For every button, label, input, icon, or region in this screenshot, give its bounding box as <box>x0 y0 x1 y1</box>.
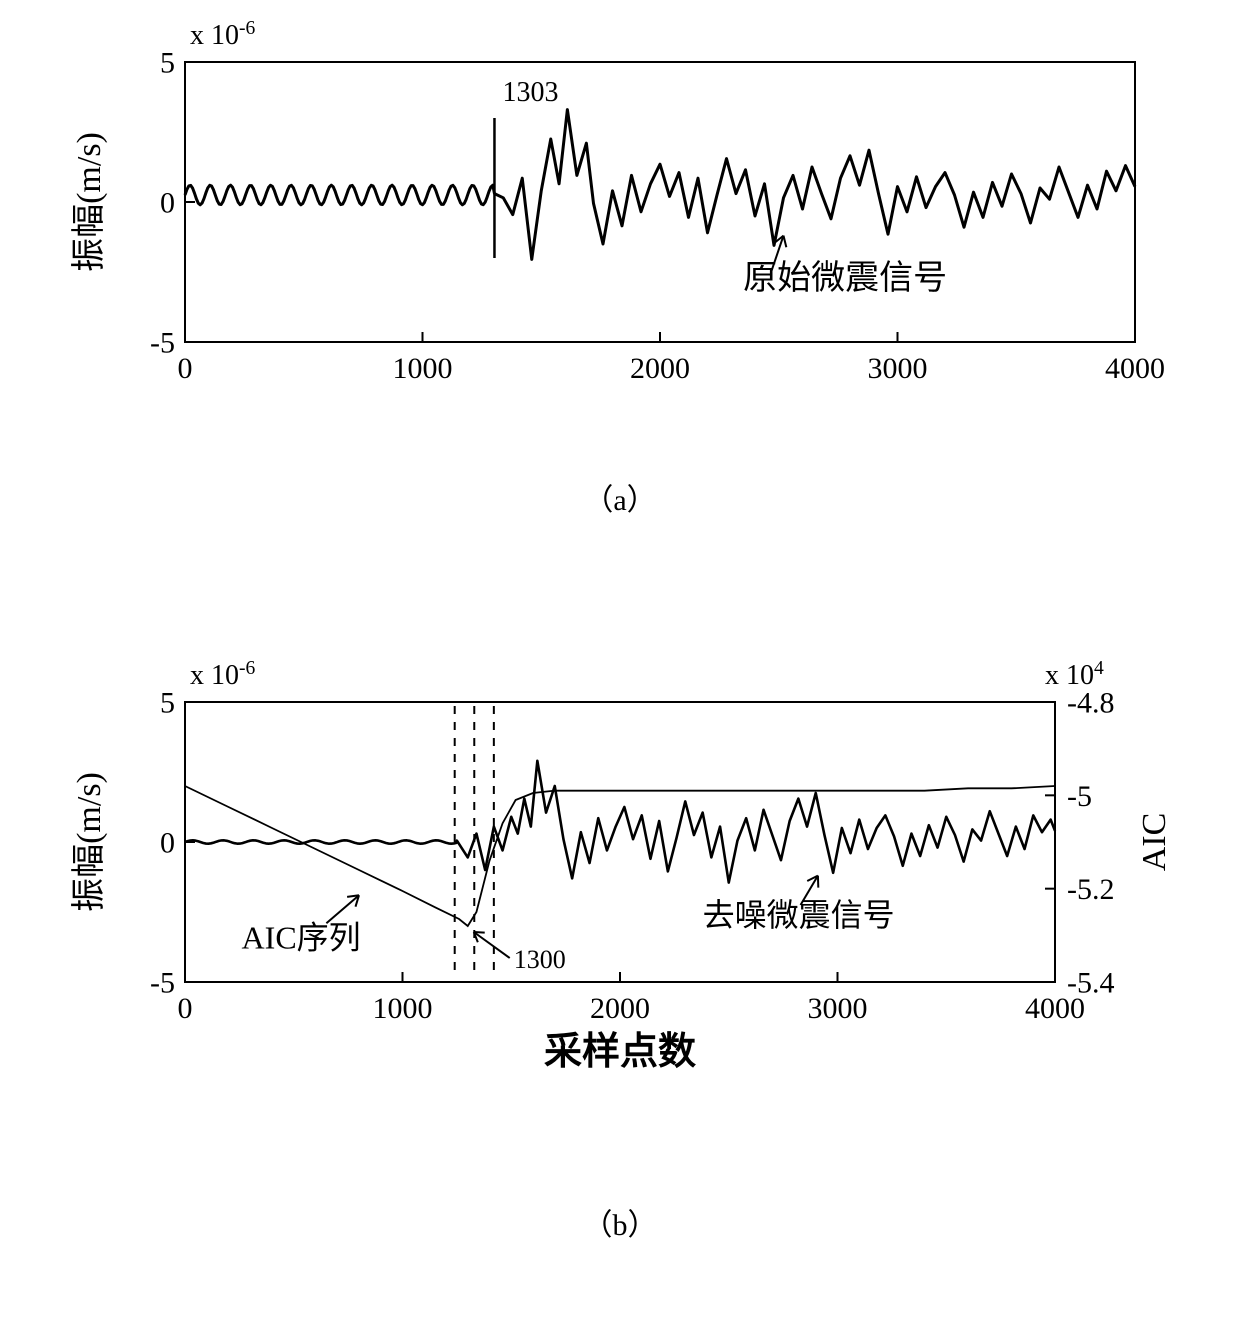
svg-text:2000: 2000 <box>630 352 690 385</box>
svg-text:x 10-6: x 10-6 <box>190 658 256 692</box>
svg-text:振幅(m/s): 振幅(m/s) <box>70 772 108 912</box>
svg-text:去噪微震信号: 去噪微震信号 <box>703 897 895 933</box>
svg-text:-5: -5 <box>1067 780 1092 813</box>
svg-text:4000: 4000 <box>1105 352 1165 385</box>
svg-text:1300: 1300 <box>514 945 566 974</box>
svg-text:1000: 1000 <box>373 992 433 1025</box>
svg-text:1303: 1303 <box>502 77 558 108</box>
svg-text:5: 5 <box>160 47 175 80</box>
svg-text:0: 0 <box>178 992 193 1025</box>
svg-text:1000: 1000 <box>393 352 453 385</box>
svg-text:-5: -5 <box>150 327 175 360</box>
svg-text:振幅(m/s): 振幅(m/s) <box>70 132 108 272</box>
svg-text:-5: -5 <box>150 967 175 1000</box>
svg-text:0: 0 <box>178 352 193 385</box>
chart-panel-a: x 10-601000200030004000-505振幅(m/s)1303原始… <box>0 0 1240 400</box>
svg-text:x 10-6: x 10-6 <box>190 18 256 52</box>
svg-text:5: 5 <box>160 687 175 720</box>
caption-a: （a） <box>0 475 1240 519</box>
svg-text:-4.8: -4.8 <box>1067 687 1115 720</box>
svg-text:采样点数: 采样点数 <box>544 1031 696 1073</box>
svg-text:原始微震信号: 原始微震信号 <box>743 259 947 297</box>
svg-text:3000: 3000 <box>868 352 928 385</box>
svg-text:AIC序列: AIC序列 <box>242 919 361 955</box>
svg-text:AIC: AIC <box>1136 813 1173 872</box>
svg-text:0: 0 <box>160 187 175 220</box>
chart-panel-b: x 10-6x 10401000200030004000-505-5.4-5.2… <box>0 640 1240 1100</box>
svg-text:2000: 2000 <box>590 992 650 1025</box>
page: x 10-601000200030004000-505振幅(m/s)1303原始… <box>0 0 1240 1331</box>
svg-text:3000: 3000 <box>808 992 868 1025</box>
svg-text:0: 0 <box>160 827 175 860</box>
svg-text:-5.4: -5.4 <box>1067 967 1115 1000</box>
caption-b: （b） <box>0 1200 1240 1244</box>
svg-text:-5.2: -5.2 <box>1067 873 1115 906</box>
